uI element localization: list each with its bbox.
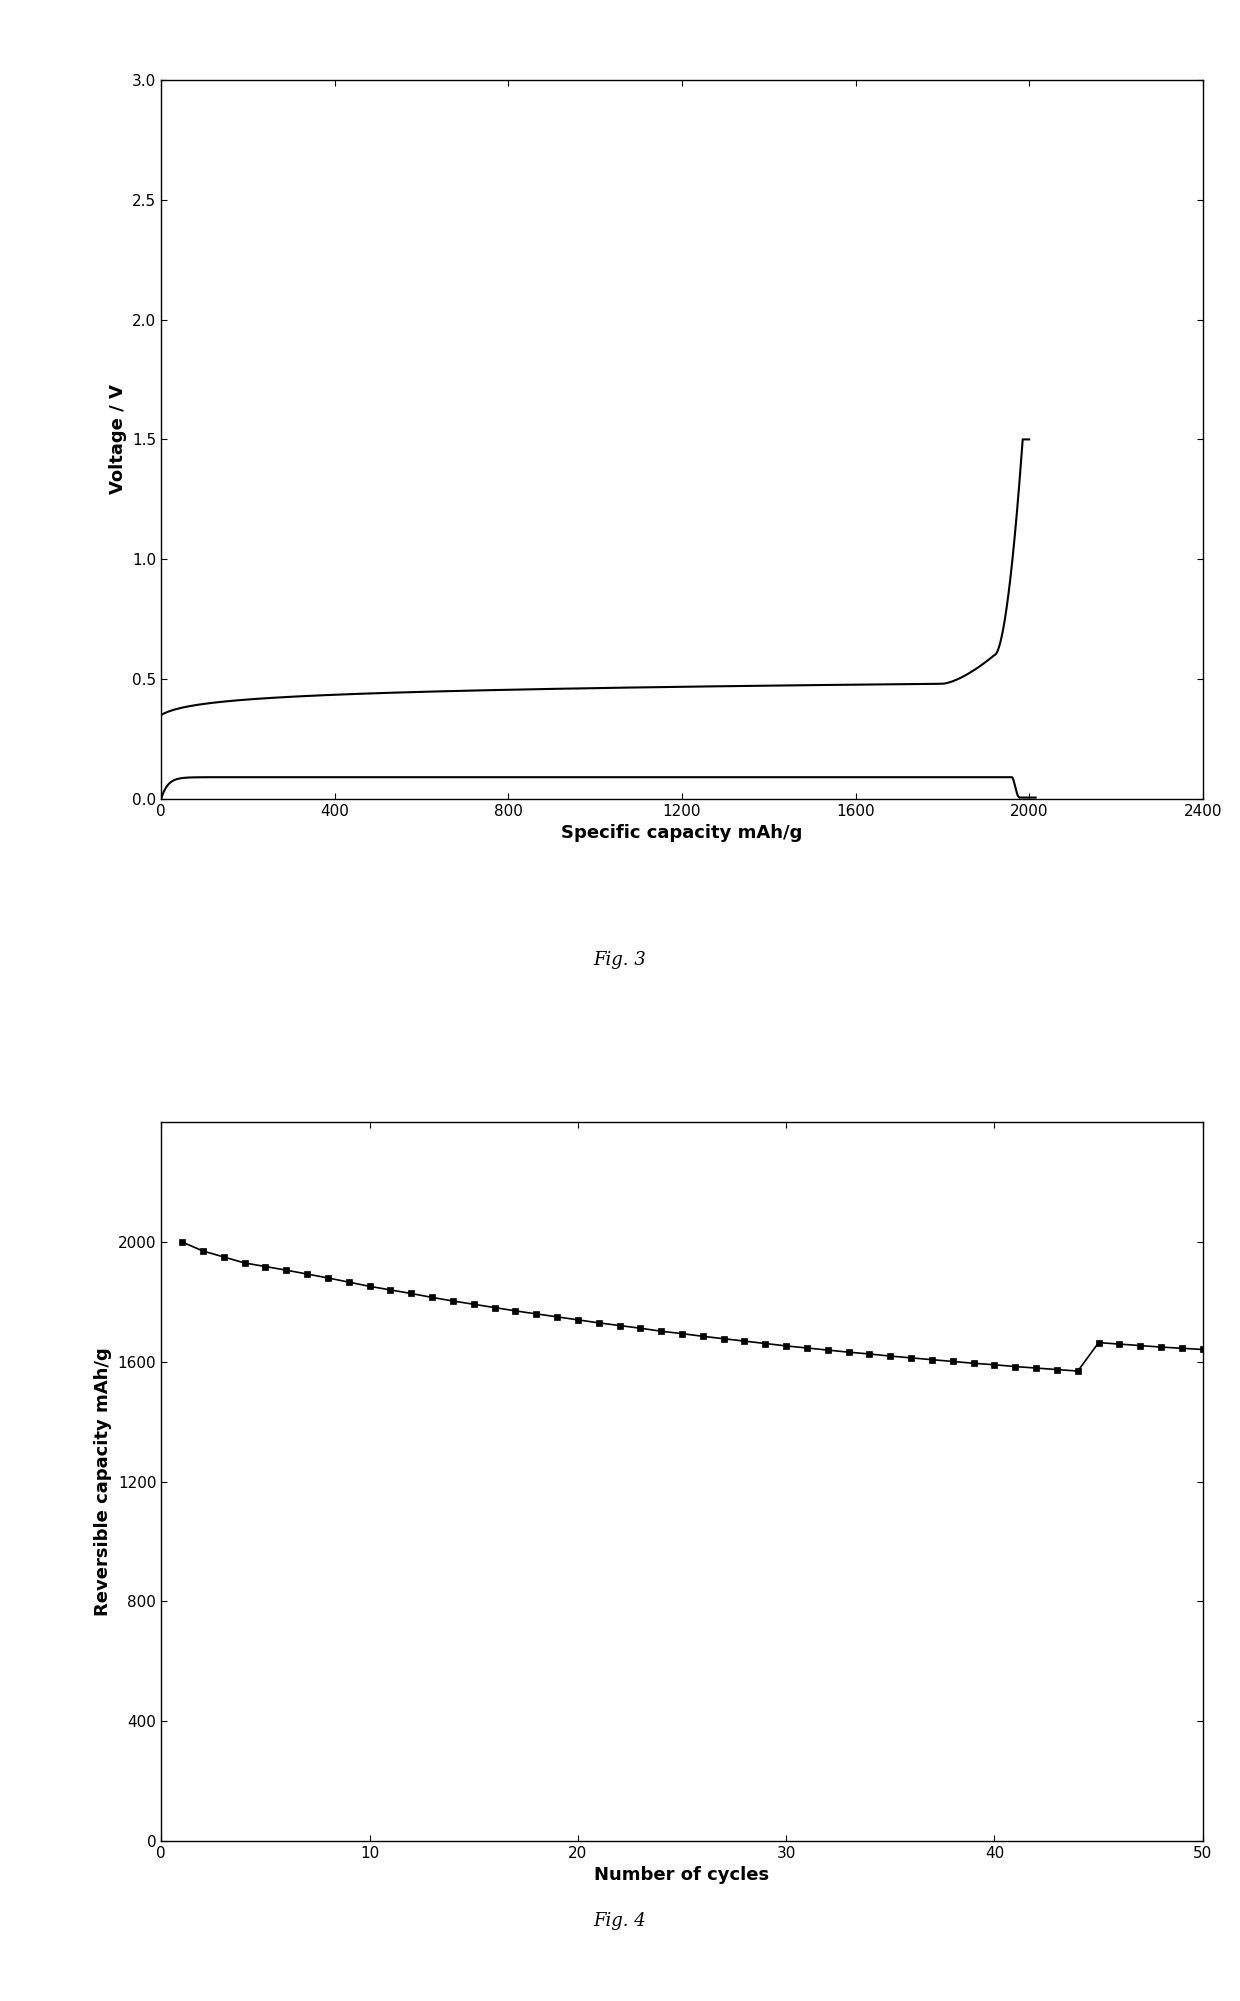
Y-axis label: Reversible capacity mAh/g: Reversible capacity mAh/g [94,1347,112,1617]
Text: Fig. 4: Fig. 4 [594,1913,646,1929]
X-axis label: Number of cycles: Number of cycles [594,1867,770,1885]
X-axis label: Specific capacity mAh/g: Specific capacity mAh/g [562,824,802,842]
Text: Fig. 3: Fig. 3 [594,952,646,968]
Y-axis label: Voltage / V: Voltage / V [109,384,126,494]
